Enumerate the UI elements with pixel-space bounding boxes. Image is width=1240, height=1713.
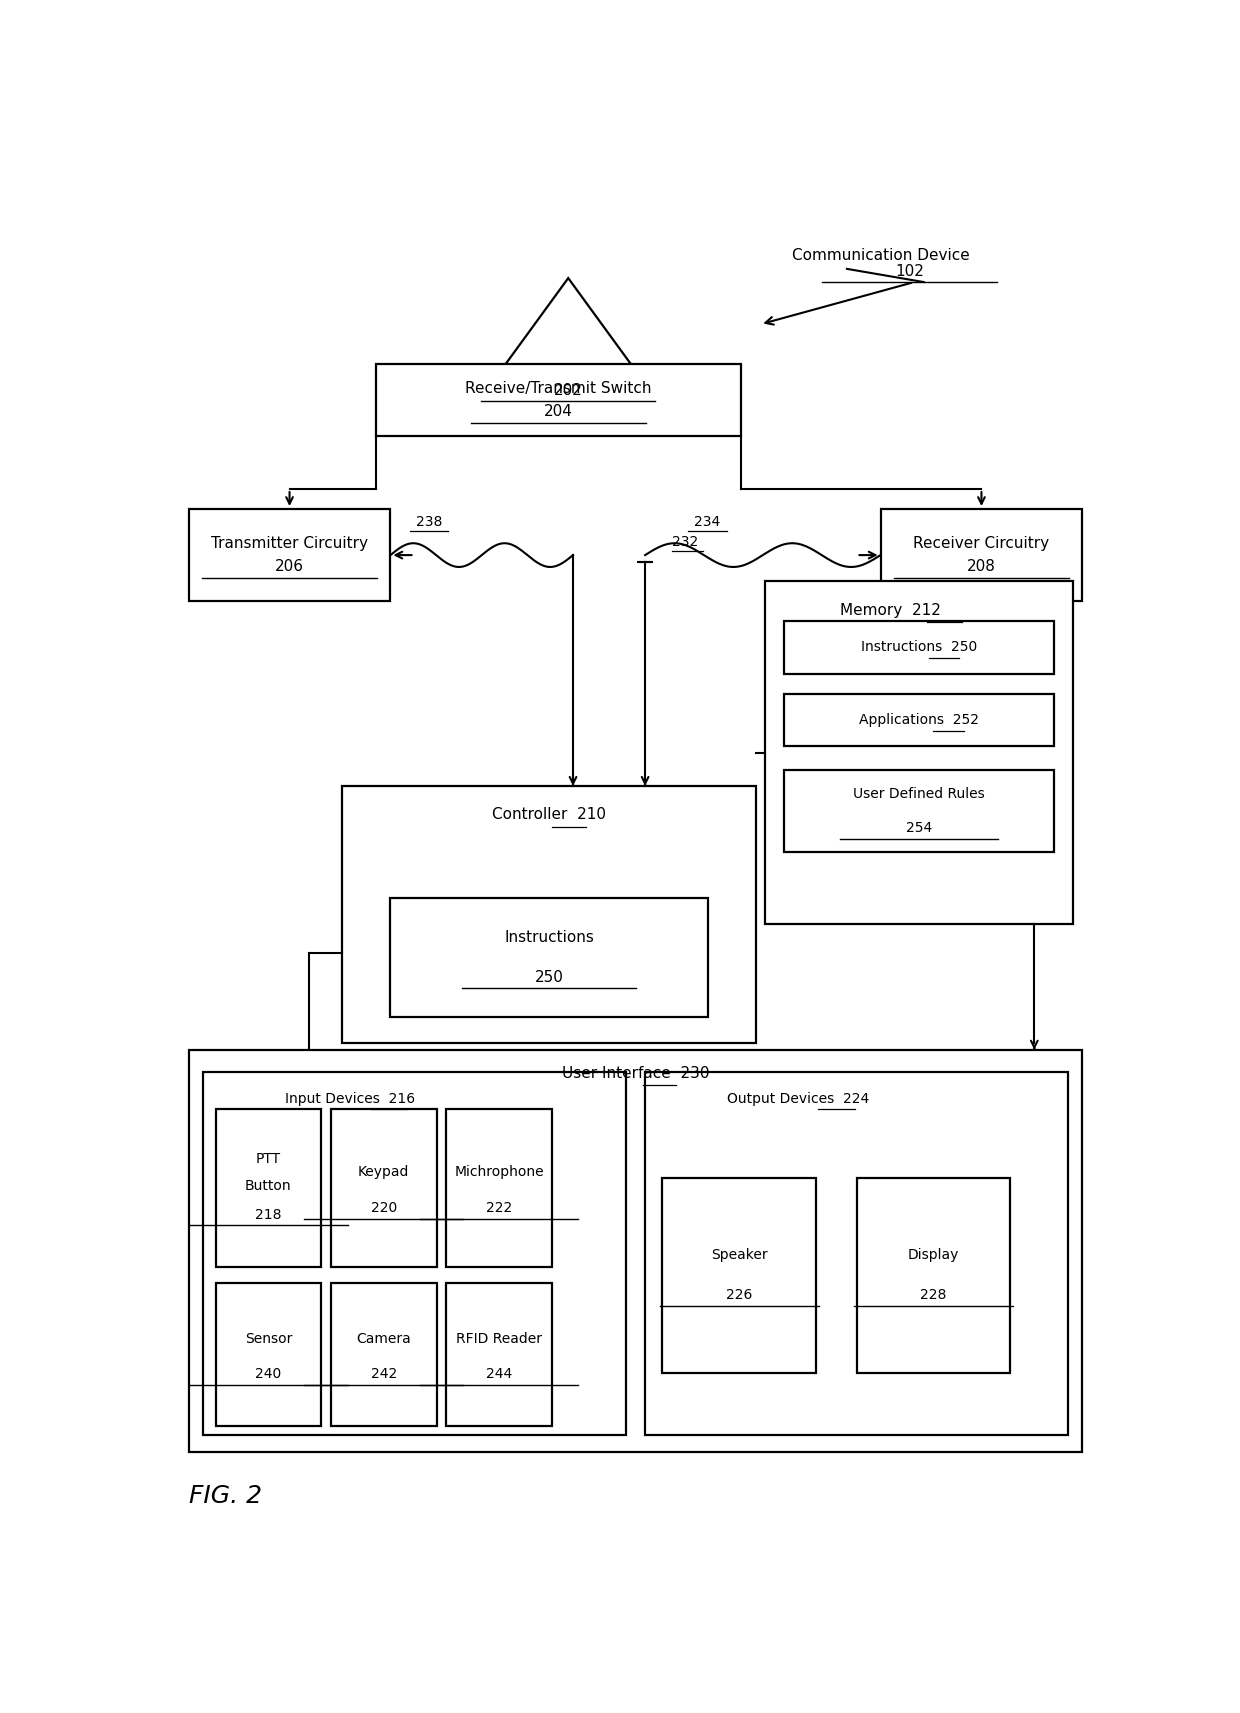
Text: Camera: Camera	[356, 1331, 412, 1346]
Text: 226: 226	[727, 1288, 753, 1302]
FancyBboxPatch shape	[645, 1072, 1068, 1435]
Text: 220: 220	[371, 1201, 397, 1215]
FancyBboxPatch shape	[391, 898, 708, 1018]
Text: 222: 222	[486, 1201, 512, 1215]
Text: FIG. 2: FIG. 2	[188, 1483, 262, 1507]
FancyBboxPatch shape	[785, 622, 1054, 673]
FancyBboxPatch shape	[880, 509, 1083, 601]
Text: 208: 208	[967, 560, 996, 574]
Text: Transmitter Circuitry: Transmitter Circuitry	[211, 536, 368, 550]
Text: Receiver Circuitry: Receiver Circuitry	[914, 536, 1049, 550]
FancyBboxPatch shape	[765, 581, 1073, 925]
FancyBboxPatch shape	[203, 1072, 626, 1435]
Text: RFID Reader: RFID Reader	[456, 1331, 542, 1346]
Text: 218: 218	[255, 1208, 281, 1221]
FancyBboxPatch shape	[342, 786, 755, 1043]
Text: Button: Button	[246, 1179, 291, 1192]
Text: Instructions: Instructions	[505, 930, 594, 946]
Text: 202: 202	[554, 382, 583, 397]
Text: 228: 228	[920, 1288, 946, 1302]
Text: User Defined Rules: User Defined Rules	[853, 786, 985, 802]
FancyBboxPatch shape	[446, 1283, 552, 1425]
Text: 250: 250	[534, 970, 563, 985]
Text: Input Devices  216: Input Devices 216	[285, 1091, 415, 1105]
Text: Instructions  250: Instructions 250	[861, 641, 977, 654]
Text: Display: Display	[908, 1249, 959, 1262]
FancyBboxPatch shape	[446, 1108, 552, 1268]
Text: Applications  252: Applications 252	[859, 713, 980, 726]
Text: 254: 254	[906, 821, 932, 836]
Text: Michrophone: Michrophone	[454, 1165, 544, 1179]
Text: 238: 238	[415, 516, 443, 529]
Text: PTT: PTT	[255, 1153, 281, 1167]
Text: Receive/Transmit Switch: Receive/Transmit Switch	[465, 380, 652, 396]
FancyBboxPatch shape	[857, 1177, 1011, 1372]
Text: Speaker: Speaker	[711, 1249, 768, 1262]
Text: 204: 204	[544, 404, 573, 420]
Text: 234: 234	[694, 516, 720, 529]
FancyBboxPatch shape	[216, 1108, 321, 1268]
FancyBboxPatch shape	[785, 771, 1054, 851]
Text: Controller  210: Controller 210	[492, 807, 606, 822]
Text: Output Devices  224: Output Devices 224	[727, 1091, 869, 1105]
FancyBboxPatch shape	[216, 1283, 321, 1425]
Text: 244: 244	[486, 1367, 512, 1381]
FancyBboxPatch shape	[188, 1050, 1083, 1453]
Text: 240: 240	[255, 1367, 281, 1381]
FancyBboxPatch shape	[331, 1108, 436, 1268]
Text: Sensor: Sensor	[244, 1331, 293, 1346]
Text: 242: 242	[371, 1367, 397, 1381]
FancyBboxPatch shape	[331, 1283, 436, 1425]
Text: Communication Device: Communication Device	[791, 248, 970, 264]
Text: User Interface  230: User Interface 230	[562, 1065, 709, 1081]
Text: 206: 206	[275, 560, 304, 574]
FancyBboxPatch shape	[662, 1177, 816, 1372]
Text: 232: 232	[672, 534, 698, 548]
FancyBboxPatch shape	[376, 363, 742, 437]
Text: Keypad: Keypad	[358, 1165, 409, 1179]
FancyBboxPatch shape	[188, 509, 391, 601]
FancyBboxPatch shape	[785, 694, 1054, 747]
Text: 102: 102	[895, 264, 924, 279]
Text: Memory  212: Memory 212	[839, 603, 941, 618]
